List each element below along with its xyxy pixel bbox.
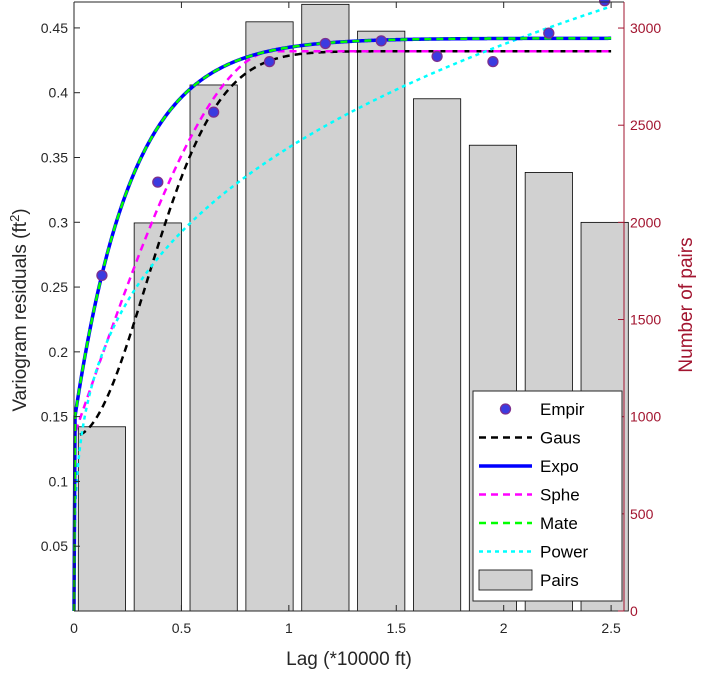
y-left-tick-label: 0.15 xyxy=(41,409,68,425)
empirical-point xyxy=(207,106,220,118)
legend-label-gaus: Gaus xyxy=(540,429,581,448)
y-left-label-end: ) xyxy=(10,208,31,214)
y-left-tick-label: 0.3 xyxy=(49,214,69,230)
y-left-label-main: Variogram residuals (ft xyxy=(10,221,31,411)
y-right-axis-label: Number of pairs xyxy=(676,237,697,372)
legend: Empir Gaus Expo Sphe Mate Power Pairs xyxy=(472,390,623,602)
empirical-points xyxy=(96,0,611,282)
legend-marker-pairs xyxy=(478,569,533,591)
legend-label-sphe: Sphe xyxy=(540,486,580,505)
legend-label-pairs: Pairs xyxy=(540,571,579,590)
y-right-tick-label: 2500 xyxy=(630,117,661,133)
x-tick-label: 0.5 xyxy=(172,620,192,636)
pairs-bar xyxy=(413,98,462,612)
empirical-point xyxy=(96,269,108,282)
pairs-bar xyxy=(245,21,294,612)
legend-label-empir: Empir xyxy=(540,400,585,419)
y-right-tick-label: 1000 xyxy=(630,409,661,425)
pairs-bars xyxy=(77,3,629,612)
pairs-bar xyxy=(133,222,182,612)
y-left-tick-label: 0.25 xyxy=(41,279,68,295)
pairs-bar xyxy=(77,426,126,612)
empirical-point xyxy=(263,55,276,68)
y-right-tick-label: 500 xyxy=(630,506,654,522)
empirical-point xyxy=(152,176,164,188)
legend-label-expo: Expo xyxy=(540,457,579,476)
legend-box xyxy=(472,390,623,602)
y-left-axis-label: Variogram residuals (ft2) xyxy=(7,208,32,411)
y-right-tick-label: 3000 xyxy=(630,20,661,36)
pairs-bar xyxy=(357,30,406,612)
y-left-tick-label: 0.4 xyxy=(49,85,69,101)
pairs-bar xyxy=(189,84,238,612)
empirical-point xyxy=(543,27,555,39)
model-curve-sphe xyxy=(72,49,612,612)
y-right-tick-label: 1500 xyxy=(630,312,661,328)
y-left-tick-label: 0.1 xyxy=(49,473,69,489)
legend-label-mate: Mate xyxy=(540,514,578,533)
tick-labels: 0 0.5 1 1.5 2 2.5 0.05 0.1 0.15 0.2 0.25 0.3 0.35 0.4… xyxy=(41,20,662,636)
empirical-point xyxy=(599,0,611,7)
y-left-label-sup: 2 xyxy=(7,215,22,222)
empirical-point xyxy=(487,55,499,68)
axes xyxy=(73,1,625,612)
y-left-tick-label: 0.05 xyxy=(41,538,68,554)
empirical-point xyxy=(319,37,332,50)
x-axis-label: Lag (*10000 ft) xyxy=(286,649,412,670)
empirical-point xyxy=(431,50,443,63)
y-left-tick-label: 0.2 xyxy=(49,344,69,360)
legend-label-power: Power xyxy=(540,543,589,562)
y-left-tick-label: 0.45 xyxy=(41,20,68,36)
x-tick-label: 2 xyxy=(500,620,508,636)
pairs-bar xyxy=(301,3,350,612)
y-left-tick-label: 0.35 xyxy=(41,149,68,165)
y-right-tick-label: 0 xyxy=(630,603,638,619)
model-curves xyxy=(72,5,612,612)
x-tick-label: 2.5 xyxy=(601,620,621,636)
x-tick-label: 1 xyxy=(285,620,293,636)
model-curve-mate xyxy=(72,37,612,612)
y-right-tick-label: 2000 xyxy=(630,214,661,230)
x-tick-label: 0 xyxy=(70,620,78,636)
empirical-point xyxy=(375,35,387,47)
x-tick-label: 1.5 xyxy=(387,620,407,636)
legend-marker-empir xyxy=(499,403,512,415)
